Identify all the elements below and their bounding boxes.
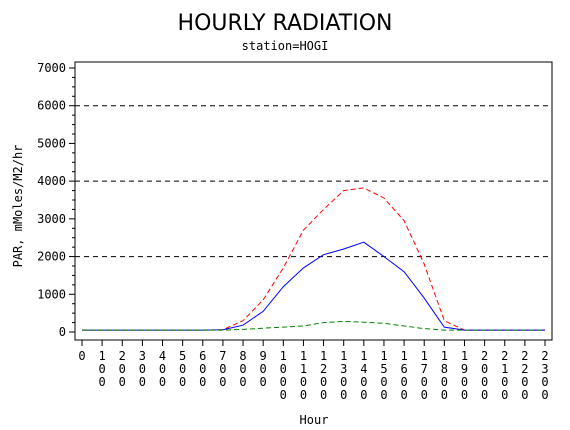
plot-frame — [74, 61, 553, 341]
x-axis-label: Hour — [300, 413, 329, 427]
series-line-3 — [82, 320, 545, 331]
y-tick-label: 4000 — [37, 174, 66, 188]
reference-lines — [75, 105, 552, 258]
series-line-1 — [82, 187, 545, 331]
y-axis-label: PAR, mMoles/M2/hr — [11, 145, 25, 268]
y-tick-label: 7000 — [37, 61, 66, 75]
chart-subtitle: station=HOGI — [242, 39, 329, 53]
y-tick-label: 2000 — [37, 250, 66, 264]
y-tick-label: 0 — [59, 325, 66, 339]
y-tick-label: 5000 — [37, 136, 66, 150]
x-tick-label: 0 — [78, 349, 85, 363]
y-axis-ticks: 0 1000 2000 3000 4000 5000 6000 7000 — [37, 61, 75, 339]
y-tick-label: 1000 — [37, 287, 66, 301]
series-lines — [82, 187, 545, 331]
x-axis-ticks: 0 1 0 0 2 0 0 3 0 0 4 0 0 5 0 0 6 0 0 7 0 0 8 0 0 9 0 0 1 0 0 0 1 1 0 0 1 2 0 0… — [78, 340, 549, 402]
y-tick-label: 6000 — [37, 99, 66, 113]
series-line-2 — [82, 241, 545, 331]
y-tick-label: 3000 — [37, 212, 66, 226]
chart-title: HOURLY RADIATION — [178, 11, 393, 36]
